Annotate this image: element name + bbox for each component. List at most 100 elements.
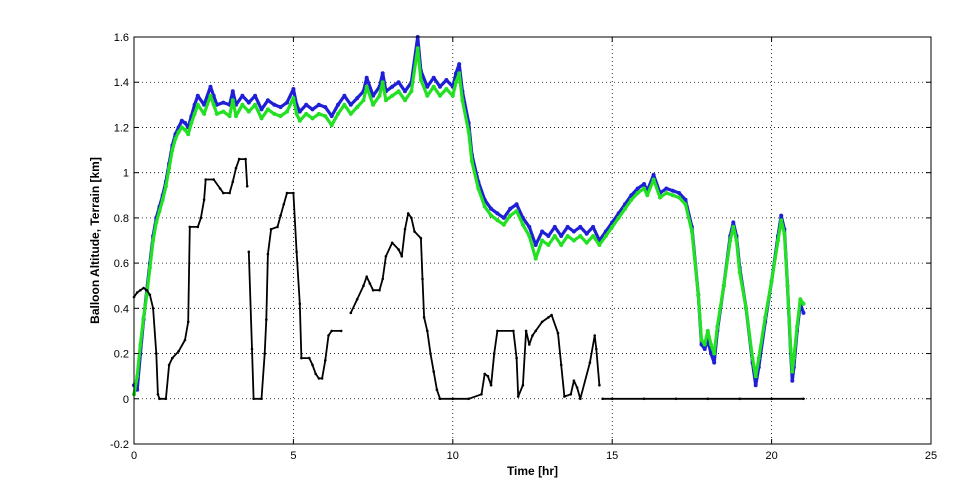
data-point (466, 130, 471, 134)
data-point (489, 383, 493, 387)
data-point (520, 222, 525, 227)
data-point (521, 383, 525, 387)
data-point (228, 191, 231, 195)
data-point (658, 195, 662, 200)
data-point (482, 204, 487, 209)
data-point (403, 227, 407, 231)
data-point (276, 225, 279, 229)
x-tick-label: 0 (131, 450, 137, 462)
data-point (712, 360, 717, 365)
data-point (486, 374, 490, 378)
data-point (702, 342, 707, 347)
data-point (769, 279, 774, 284)
data-point (316, 111, 321, 116)
data-point (731, 220, 736, 225)
data-point (330, 329, 334, 333)
data-point (179, 118, 184, 123)
data-point (431, 75, 436, 80)
series-line (132, 35, 806, 392)
data-point (603, 234, 608, 238)
data-point (323, 105, 328, 110)
data-point (163, 184, 168, 189)
data-point (528, 343, 531, 346)
data-point (540, 238, 545, 243)
data-point (202, 111, 207, 116)
data-point (410, 216, 413, 220)
data-point (234, 114, 238, 119)
data-point (552, 234, 557, 238)
data-point (260, 397, 263, 401)
data-point (310, 107, 315, 112)
data-point (396, 80, 401, 85)
data-point (285, 191, 289, 195)
data-point (664, 191, 669, 195)
data-point (263, 352, 267, 355)
data-point (214, 102, 219, 107)
data-point (495, 218, 500, 223)
data-point (192, 111, 197, 116)
data-point (314, 372, 318, 376)
data-point (419, 236, 423, 240)
data-point (798, 297, 803, 302)
data-point (435, 388, 439, 392)
data-point (802, 397, 805, 401)
data-point (677, 195, 682, 200)
data-point (183, 127, 187, 132)
x-tick-label: 10 (447, 450, 459, 462)
data-point (364, 75, 369, 80)
data-point (279, 214, 282, 217)
data-point (342, 102, 347, 107)
data-point (559, 363, 563, 367)
data-point (546, 234, 551, 238)
y-tick-label: 1 (123, 168, 129, 180)
data-point (151, 238, 156, 243)
data-point (495, 211, 500, 216)
data-point (342, 93, 347, 98)
data-point (785, 283, 790, 288)
data-point (144, 292, 149, 297)
data-point (400, 254, 404, 258)
data-point (584, 231, 589, 236)
data-point (432, 370, 436, 373)
data-point (457, 62, 462, 67)
data-point (563, 395, 566, 398)
series-line (247, 192, 343, 400)
data-point (578, 224, 583, 229)
data-point (533, 243, 538, 247)
data-point (501, 215, 506, 220)
data-point (135, 291, 139, 294)
data-point (629, 193, 634, 198)
data-point (425, 84, 430, 89)
data-point (365, 275, 369, 279)
data-point (572, 379, 576, 383)
data-point (160, 197, 165, 202)
data-point (438, 84, 442, 89)
data-point (221, 109, 226, 114)
data-point (591, 234, 596, 238)
data-point (202, 102, 207, 107)
data-point (380, 80, 385, 85)
data-point (269, 227, 273, 231)
data-point (349, 311, 353, 315)
data-point (492, 352, 496, 355)
data-point (138, 342, 143, 347)
data-point (195, 102, 200, 107)
data-point (508, 213, 513, 218)
data-point (265, 98, 270, 103)
data-point (753, 383, 758, 388)
data-point (371, 102, 376, 107)
data-point (147, 265, 152, 270)
data-point (508, 206, 513, 211)
data-point (705, 328, 710, 333)
data-point (167, 363, 171, 367)
data-point (323, 114, 328, 119)
data-point (422, 316, 426, 319)
data-point (496, 329, 499, 333)
data-point (571, 229, 576, 234)
data-point (709, 351, 713, 356)
data-point (348, 102, 353, 107)
x-tick-label: 25 (925, 450, 937, 462)
data-point (253, 93, 258, 98)
data-point (272, 102, 277, 107)
data-point (469, 159, 474, 164)
